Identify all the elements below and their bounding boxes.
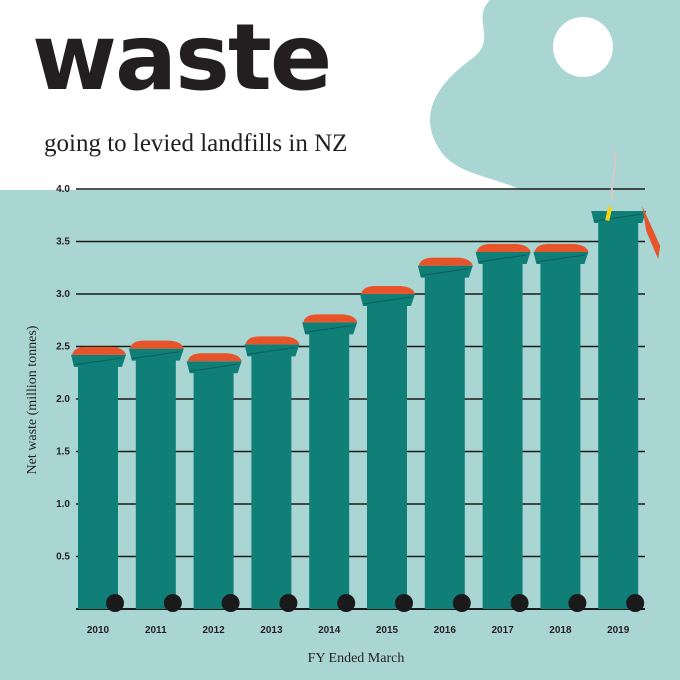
bin-wheel <box>106 594 124 612</box>
bin-rim-line <box>420 268 469 277</box>
bin-rim-line <box>131 351 180 360</box>
bar-body <box>598 221 639 610</box>
x-tick-label: 2017 <box>491 625 514 636</box>
bin-rim-line <box>189 363 238 372</box>
bar-2016 <box>417 257 473 612</box>
bin-rim-line <box>362 296 412 305</box>
y-tick-label: 3.5 <box>56 237 70 248</box>
bin-lid <box>361 286 415 294</box>
bar-body <box>251 354 292 609</box>
bar-2010 <box>71 346 126 612</box>
y-tick-label: 0.5 <box>56 552 70 563</box>
x-tick-label: 2010 <box>87 625 110 636</box>
bar-2019 <box>591 150 661 612</box>
bar-2014 <box>302 314 358 612</box>
y-tick-label: 3.0 <box>56 289 70 300</box>
y-tick-label: 4.0 <box>56 184 70 195</box>
banana-peel <box>605 206 613 222</box>
bar-body <box>367 304 407 609</box>
bar-body <box>78 364 118 609</box>
bin-wheel <box>568 594 587 612</box>
bin-wheel <box>337 594 356 612</box>
bin-wheel <box>279 594 298 612</box>
bin-lid <box>303 314 358 323</box>
y-tick-label: 1.0 <box>56 499 70 510</box>
bin-lid <box>72 346 126 355</box>
bin-rim-line <box>594 213 643 222</box>
bar-2017 <box>475 244 531 612</box>
x-tick-label: 2018 <box>549 625 572 636</box>
chart-title: waste <box>32 4 332 111</box>
x-tick-label: 2013 <box>260 625 283 636</box>
bin-wheel <box>452 594 471 612</box>
header: waste going to levied landfills in NZ <box>0 0 680 190</box>
bin-lid <box>476 244 531 252</box>
header-background <box>0 0 520 190</box>
bin-wheel <box>221 594 240 612</box>
bar-2011 <box>128 340 184 612</box>
bar-2012 <box>186 353 242 612</box>
bin-rim-line <box>305 324 354 333</box>
x-tick-label: 2019 <box>607 625 630 636</box>
bin-lid <box>418 257 473 266</box>
bin-rim-line <box>247 346 296 355</box>
y-tick-label: 2.5 <box>56 342 70 353</box>
bin-wheel <box>626 594 645 612</box>
x-tick-label: 2011 <box>145 625 167 636</box>
x-tick-label: 2014 <box>318 625 341 636</box>
bar-body <box>193 371 234 609</box>
bin-lid <box>245 336 300 345</box>
decorative-circle <box>553 17 613 77</box>
bar-body <box>135 358 176 609</box>
header-blob <box>400 150 520 190</box>
bar-body <box>482 262 523 609</box>
bin-rim-line <box>536 254 585 263</box>
bar-2015 <box>360 286 415 612</box>
bin-lid-open <box>642 206 661 260</box>
x-axis-label: FY Ended March <box>308 651 405 666</box>
bin-lid <box>129 340 184 349</box>
bin-lid <box>534 244 589 252</box>
bin-rim-line <box>478 254 527 263</box>
bin-wheel <box>395 594 413 612</box>
x-tick-label: 2015 <box>376 625 399 636</box>
bin-lid <box>187 353 242 362</box>
y-axis-label: Net waste (million tonnes) <box>25 325 40 474</box>
bar-2013 <box>244 336 300 612</box>
bin-wheel <box>510 594 529 612</box>
bin-rim-line <box>73 357 123 366</box>
bar-2018 <box>533 244 589 612</box>
bar-body <box>540 262 581 609</box>
chart-subtitle: going to levied landfills in NZ <box>44 130 348 157</box>
stink-lines <box>610 150 617 202</box>
x-tick-label: 2016 <box>434 625 457 636</box>
bar-body <box>424 275 465 609</box>
bar-body <box>309 332 350 609</box>
y-tick-label: 2.0 <box>56 394 70 405</box>
bin-wheel <box>163 594 182 612</box>
x-tick-label: 2012 <box>202 625 225 636</box>
y-tick-label: 1.5 <box>56 447 70 458</box>
